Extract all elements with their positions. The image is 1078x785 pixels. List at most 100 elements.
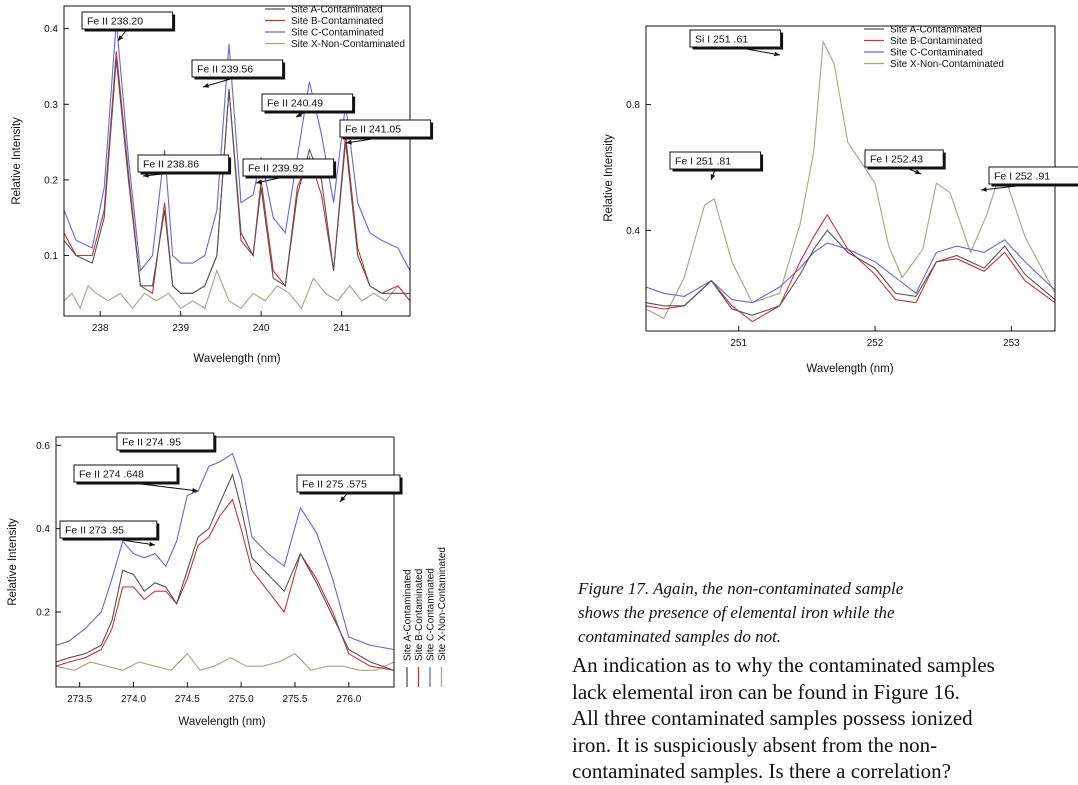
callout-text: Fe II 241.05 [345, 124, 401, 136]
peak-label: Fe II 274 .648 [74, 465, 198, 493]
legend-entry: Site X-Non-Contaminated [437, 547, 448, 687]
arrowhead [915, 170, 921, 174]
x-tick-label: 240 [253, 323, 270, 334]
legend-label: Site A-Contaminated [890, 25, 982, 36]
y-tick-label: 0.1 [44, 251, 58, 262]
legend-entry: Site X-Non-Contaminated [864, 59, 1004, 70]
fig2-xlabel: Wavelength (nm) [806, 363, 893, 375]
legend-entry: Site B-Contaminated [414, 569, 425, 687]
legend-label: Site A-Contaminated [291, 5, 383, 16]
y-tick-label: 0.4 [44, 24, 58, 35]
series-line-site-x-non-contaminated [64, 271, 410, 309]
x-tick-label: 238 [92, 323, 109, 334]
body-line: lack elemental iron can be found in Figu… [572, 679, 1078, 706]
caption-line: contaminated samples do not. [578, 625, 1078, 649]
y-tick-label: 0.2 [44, 175, 58, 186]
fig3-annotations: Fe II 274 .95 Fe II 274 .648 Fe II 275 .57… [60, 433, 403, 547]
x-tick-label: 241 [333, 323, 350, 334]
legend-entry: Site C-Contaminated [265, 28, 384, 39]
callout-text: Fe II 238.86 [143, 159, 199, 171]
figure-caption: Figure 17. Again, the non-contaminated s… [578, 577, 1078, 649]
x-tick-label: 273.5 [67, 694, 92, 705]
peak-label: Fe II 239.92 [243, 159, 336, 184]
peak-label: Fe II 238.20 [82, 12, 175, 41]
peak-label: Fe II 273 .95 [60, 521, 159, 547]
callout-text: Fe II 238.20 [87, 16, 143, 28]
y-tick-label: 0.6 [36, 441, 50, 452]
fig3-xlabel: Wavelength (nm) [178, 716, 265, 728]
series-line-site-b-contaminated [64, 51, 410, 301]
body-line: contaminated samples. Is there a correla… [572, 758, 1078, 785]
arrowhead [149, 542, 155, 547]
peak-label: Fe I 252 .91 [981, 167, 1078, 192]
peak-label: Fe II 239.56 [192, 60, 285, 88]
legend-entry: Site C-Contaminated [864, 48, 983, 59]
callout-text: Fe II 273 .95 [65, 525, 124, 537]
fig1-xlabel: Wavelength (nm) [193, 353, 280, 365]
peak-label: Fe I 252.43 [865, 150, 946, 174]
fig1-ylabel: Relative Intensity [11, 117, 23, 205]
peak-label: Fe II 238.86 [138, 155, 231, 178]
legend-entry: Site A-Contaminated [403, 569, 414, 687]
callout-text: Fe I 252.43 [870, 154, 923, 166]
callout-text: Fe II 240.49 [267, 98, 323, 110]
legend-entry: Site C-Contaminated [426, 568, 437, 687]
peak-label: Si I 251 .61 [690, 30, 783, 56]
callout-text: Fe II 239.56 [197, 64, 253, 76]
body-line: iron. It is suspiciously absent from the… [572, 732, 1078, 759]
x-tick-label: 239 [172, 323, 189, 334]
arrowhead [774, 52, 780, 57]
legend-label: Site X-Non-Contaminated [291, 39, 405, 50]
series-line-site-a-contaminated [64, 59, 410, 293]
legend-entry: Site B-Contaminated [864, 36, 982, 47]
legend-entry: Site X-Non-Contaminated [265, 39, 405, 50]
callout-text: Fe II 274 .95 [122, 437, 181, 449]
x-tick-label: 274.5 [175, 694, 200, 705]
body-line: All three contaminated samples possess i… [572, 705, 1078, 732]
series-line-site-b-contaminated [646, 215, 1055, 322]
legend-label: Site X-Non-Contaminated [890, 59, 1004, 70]
body-line: An indication as to why the contaminated… [572, 652, 1078, 679]
legend-label: Site A-Contaminated [403, 569, 414, 661]
y-tick-label: 0.4 [36, 524, 50, 535]
x-tick-label: 275.0 [229, 694, 254, 705]
callout-text: Fe I 251 .81 [675, 156, 731, 168]
legend-label: Site B-Contaminated [291, 16, 383, 27]
peak-label: Fe II 241.05 [340, 120, 433, 145]
fig3-ylabel: Relative Intensity [7, 518, 19, 606]
peak-label: Fe II 274 .95 [117, 433, 216, 453]
legend-label: Site C-Contaminated [426, 568, 437, 661]
callout-text: Fe I 252 .91 [994, 171, 1050, 183]
peak-label: Fe II 240.49 [262, 94, 355, 117]
arrowhead [711, 174, 715, 180]
caption-line: shows the presence of elemental iron whi… [578, 601, 1078, 625]
y-tick-label: 0.4 [626, 226, 640, 237]
fig2-annotations: Si I 251 .61 Fe I 251 .81 Fe I 252.43 Fe I … [670, 30, 1078, 192]
series-line-site-x-non-contaminated [56, 654, 394, 671]
callout-text: Si I 251 .61 [695, 34, 748, 46]
legend-entry: Site B-Contaminated [265, 16, 383, 27]
series-line-site-c-contaminated [646, 240, 1055, 303]
legend-label: Site B-Contaminated [414, 569, 425, 661]
callout-text: Fe II 275 .575 [302, 479, 367, 491]
fig2-ylabel: Relative Intensity [603, 134, 615, 222]
caption-line: Figure 17. Again, the non-contaminated s… [578, 577, 1078, 601]
legend-label: Site C-Contaminated [890, 48, 983, 59]
peak-label: Fe I 251 .81 [670, 152, 763, 180]
x-tick-label: 274.0 [121, 694, 146, 705]
y-tick-label: 0.2 [36, 608, 50, 619]
legend-label: Site C-Contaminated [291, 28, 384, 39]
x-tick-label: 276.0 [336, 694, 361, 705]
peak-label: Fe II 275 .575 [297, 475, 403, 502]
legend-label: Site X-Non-Contaminated [437, 547, 448, 661]
arrowhead [256, 180, 262, 185]
x-tick-label: 252 [867, 338, 884, 349]
x-tick-label: 253 [1003, 338, 1020, 349]
legend-label: Site B-Contaminated [890, 36, 982, 47]
